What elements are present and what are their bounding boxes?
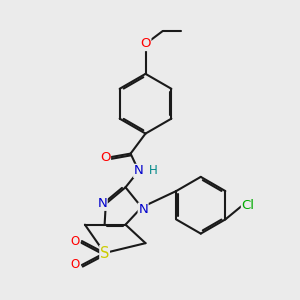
- Text: S: S: [100, 245, 109, 260]
- Text: N: N: [134, 164, 143, 177]
- Text: O: O: [71, 235, 80, 248]
- Text: Cl: Cl: [242, 199, 254, 212]
- Text: O: O: [71, 259, 80, 272]
- Text: H: H: [148, 164, 158, 177]
- Text: O: O: [140, 38, 151, 50]
- Text: O: O: [100, 151, 110, 164]
- Text: N: N: [97, 197, 107, 210]
- Text: N: N: [138, 203, 148, 216]
